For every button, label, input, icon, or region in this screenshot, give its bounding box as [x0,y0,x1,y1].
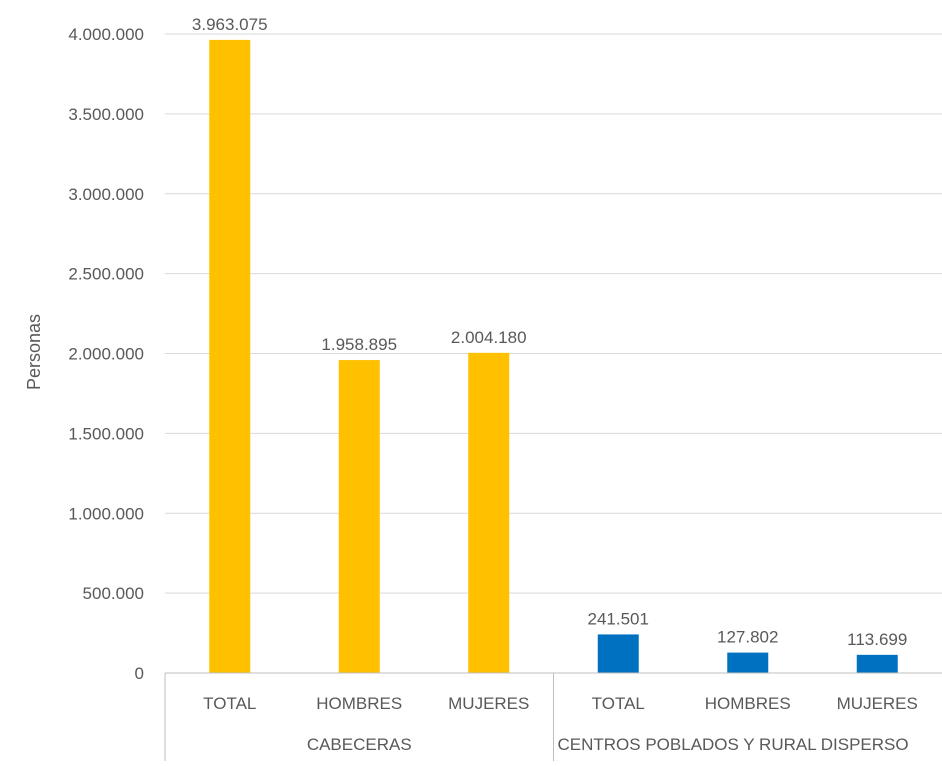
y-tick-label: 0 [135,664,144,683]
data-label: 1.958.895 [321,335,397,354]
y-tick-label: 2.500.000 [68,265,144,284]
bar [856,654,898,673]
x-tick-label: MUJERES [448,694,529,713]
data-label: 113.699 [847,630,907,649]
data-label: 241.501 [588,609,649,628]
data-label: 127.802 [717,628,778,647]
bar [468,352,510,673]
x-axis: TOTAL HOMBRES MUJERES TOTAL HOMBRES MUJERES CA… [164,672,942,761]
bar [727,652,769,673]
y-tick-label: 3.500.000 [68,105,144,124]
bars [209,39,898,674]
y-axis-label: Personas [24,314,44,390]
x-tick-label: TOTAL [592,694,645,713]
data-label: 2.004.180 [451,328,527,347]
y-tick-label: 3.000.000 [68,185,144,204]
gridlines [165,33,942,674]
x-tick-label: MUJERES [837,694,918,713]
data-label: 3.963.075 [192,15,268,34]
group-label: CABECERAS [307,735,412,754]
y-tick-label: 1.500.000 [68,424,144,443]
x-tick-label: HOMBRES [705,694,791,713]
bar [597,634,639,673]
y-tick-label: 4.000.000 [68,25,144,44]
x-tick-label: TOTAL [203,694,256,713]
group-label: CENTROS POBLADOS Y RURAL DISPERSO [558,735,909,754]
bar [338,360,380,673]
y-tick-label: 2.000.000 [68,345,144,364]
bar [209,39,251,674]
x-tick-label: HOMBRES [316,694,402,713]
y-tick-label: 1.000.000 [68,504,144,523]
y-tick-label: 500.000 [83,584,144,603]
data-labels: 3.963.075 1.958.895 2.004.180 241.501 127.80… [192,15,907,649]
y-axis-ticks: 0 500.000 1.000.000 1.500.000 2.000.000 2.500… [68,25,144,683]
